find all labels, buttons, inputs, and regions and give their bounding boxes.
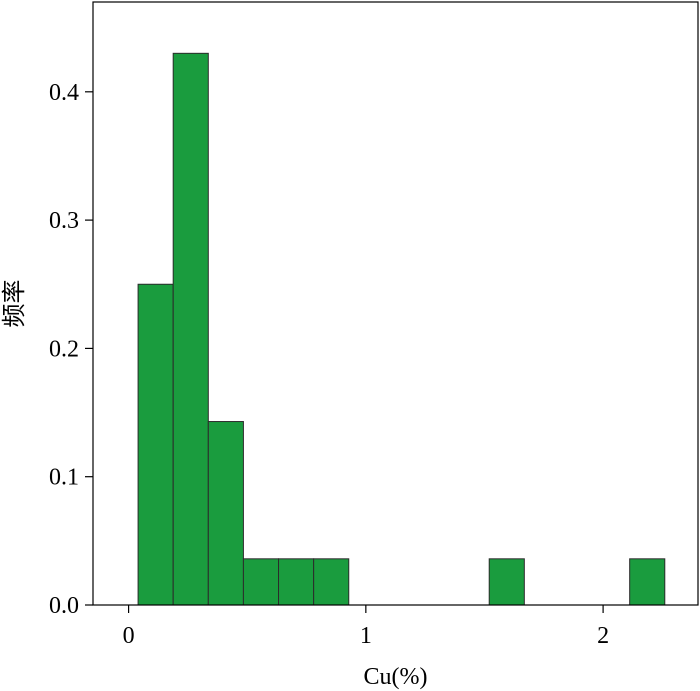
bars-group [137,52,666,606]
histogram-bar [278,558,315,606]
histogram-bar [172,52,209,606]
y-tick-label: 0.4 [49,80,79,106]
x-tick-label: 2 [597,623,609,649]
histogram-bar [242,558,280,606]
x-axis-ticks: 0 1 2 [123,605,609,649]
histogram-bar [137,283,174,606]
y-tick-label: 0.1 [49,465,79,491]
y-axis-ticks: 0.0 0.1 0.2 0.3 0.4 [49,80,93,619]
y-tick-label: 0.2 [49,336,79,362]
y-tick-label: 0.3 [49,208,79,234]
x-axis-label: Cu(%) [364,664,428,690]
histogram-bar [488,558,525,606]
histogram-bar [629,558,666,606]
y-tick-label: 0.0 [49,593,79,619]
x-tick-label: 0 [123,623,135,649]
x-tick-label: 1 [360,623,372,649]
plot-frame [92,1,699,606]
y-axis-label: 频率 [1,280,28,328]
histogram-bar [313,558,350,606]
histogram-bar [207,421,244,606]
